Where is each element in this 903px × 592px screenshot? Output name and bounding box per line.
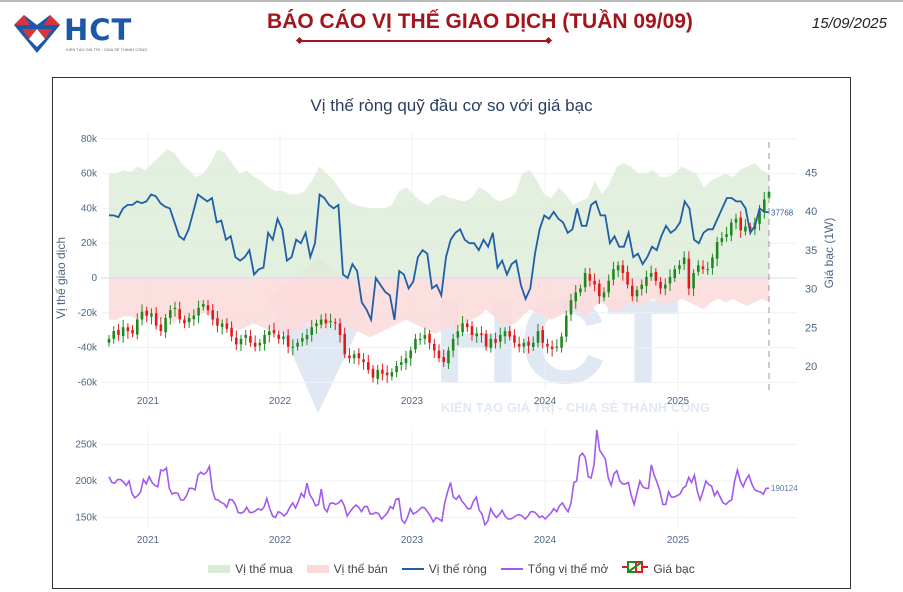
x-tick-main: 2021 <box>137 396 160 407</box>
y-axis-title-right: Giá bạc (1W) <box>822 218 836 289</box>
legend-item[interactable]: Vị thế ròng <box>401 561 487 576</box>
line-legend-icon <box>500 567 523 570</box>
legend-label: Vị thế mua <box>235 561 293 576</box>
report-date: 15/09/2025 <box>811 15 887 32</box>
y-tick-right: 40 <box>805 206 817 218</box>
y-tick-right: 30 <box>805 284 817 296</box>
y-tick-left: -60k <box>78 377 98 388</box>
candlestick-legend-icon <box>622 561 649 576</box>
legend-label: Vị thế bán <box>333 561 388 576</box>
y-tick-bottom: 250k <box>75 440 98 451</box>
y-tick-right: 20 <box>805 361 817 373</box>
y-axis-title-left: Vị thế giao dịch <box>54 237 68 319</box>
y-tick-left: -20k <box>78 308 98 319</box>
y-tick-left: 60k <box>81 169 98 180</box>
silver-price-candles <box>107 187 771 385</box>
area-legend-icon <box>306 564 329 573</box>
long-position-area <box>109 149 769 278</box>
x-tick-main: 2025 <box>667 396 690 407</box>
y-tick-left: 20k <box>81 238 98 249</box>
y-tick-left: 40k <box>81 203 98 214</box>
x-tick-bottom: 2021 <box>137 535 160 546</box>
net-position-line <box>109 192 770 324</box>
top-divider <box>0 0 903 2</box>
x-tick-bottom: 2024 <box>534 535 557 546</box>
y-tick-right: 25 <box>805 322 817 334</box>
line-legend-icon <box>401 567 424 570</box>
x-tick-bottom: 2023 <box>401 535 424 546</box>
y-tick-left: -40k <box>78 343 98 354</box>
report-title: BÁO CÁO VỊ THẾ GIAO DỊCH (TUẦN 09/09) <box>267 10 693 33</box>
oi-last-value: 190124 <box>771 484 798 493</box>
legend-item[interactable]: Tổng vị thế mở <box>500 561 609 576</box>
x-tick-main: 2022 <box>269 396 292 407</box>
x-tick-bottom: 2025 <box>667 535 690 546</box>
chart-frame: Vị thế ròng quỹ đầu cơ so với giá bạc HC… <box>52 77 851 589</box>
open-interest-line <box>108 429 770 527</box>
diamond-logo-icon <box>14 15 60 53</box>
y-tick-bottom: 200k <box>75 476 98 487</box>
y-tick-bottom: 150k <box>75 513 98 524</box>
legend-item[interactable]: Vị thế mua <box>208 561 293 576</box>
y-tick-left: 0 <box>91 273 97 284</box>
title-underline <box>299 40 549 42</box>
logo-wordmark: HCT <box>64 13 133 47</box>
y-tick-right: 45 <box>805 167 817 179</box>
x-tick-main: 2023 <box>401 396 424 407</box>
y-tick-right: 35 <box>805 245 817 257</box>
legend-label: Giá bạc <box>653 561 695 576</box>
legend-item[interactable]: Giá bạc <box>622 561 695 576</box>
x-tick-bottom: 2022 <box>269 535 292 546</box>
legend-item[interactable]: Vị thế bán <box>306 561 388 576</box>
chart-title: Vị thế ròng quỹ đầu cơ so với giá bạc <box>310 96 593 115</box>
y-tick-left: 80k <box>81 134 98 145</box>
hct-logo: HCT KIẾN TẠO GIÁ TRỊ - CHIA SẺ THÀNH CÔN… <box>14 13 147 55</box>
chart-legend: Vị thế mua Vị thế bán Vị thế ròng Tổng vị t… <box>53 561 850 576</box>
area-legend-icon <box>208 564 231 573</box>
logo-tagline: KIẾN TẠO GIÁ TRỊ - CHIA SẺ THÀNH CÔNG <box>66 47 148 52</box>
legend-label: Vị thế ròng <box>428 561 487 576</box>
legend-label: Tổng vị thế mở <box>527 561 609 576</box>
x-tick-main: 2024 <box>534 396 557 407</box>
svg-text:KIẾN TẠO GIÁ TRỊ - CHIA SẺ THÀ: KIẾN TẠO GIÁ TRỊ - CHIA SẺ THÀNH CÔNG <box>441 400 710 415</box>
net-last-value: 37768 <box>771 208 794 217</box>
